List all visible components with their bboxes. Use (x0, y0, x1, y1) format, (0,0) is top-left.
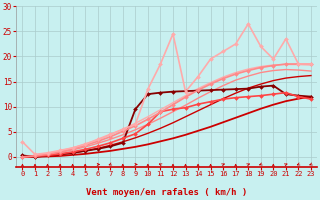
X-axis label: Vent moyen/en rafales ( km/h ): Vent moyen/en rafales ( km/h ) (86, 188, 247, 197)
